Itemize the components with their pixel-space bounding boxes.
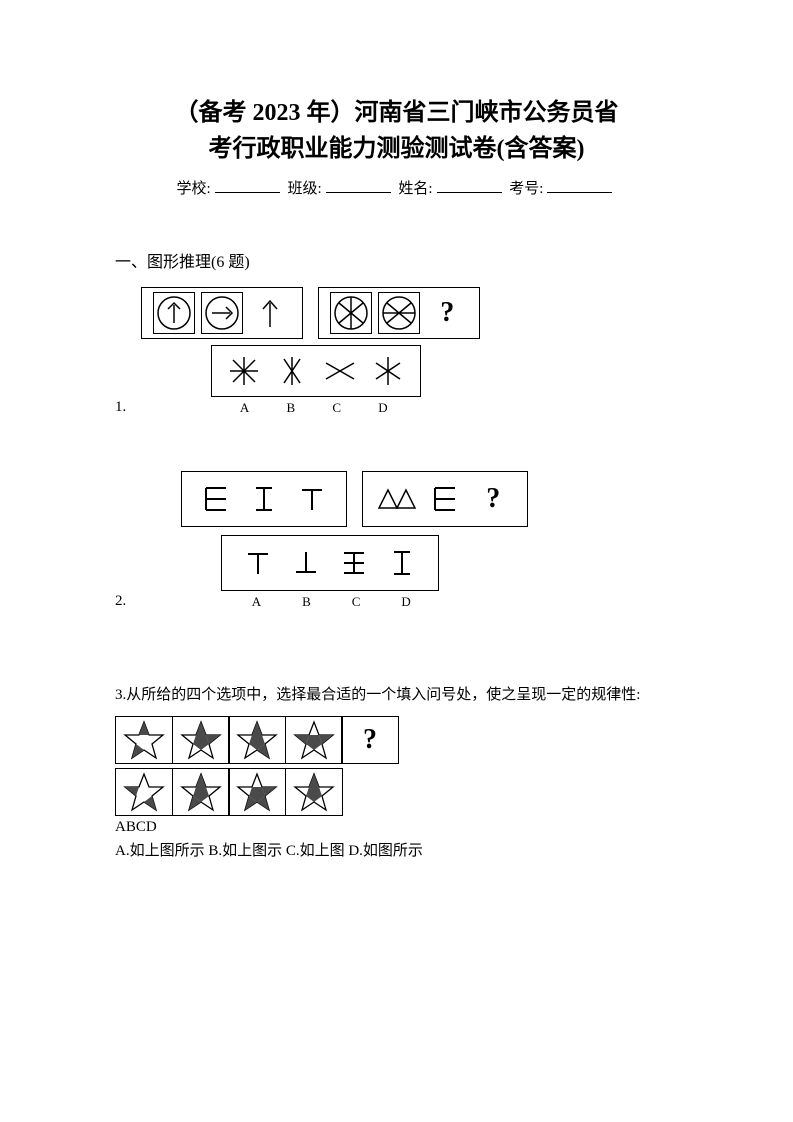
q1-fig-arrow-up-circle-icon [153, 292, 195, 334]
q3-star-2-icon [172, 716, 230, 764]
q2-opt-d-i-icon [381, 542, 423, 584]
q2-fig-e2-icon [424, 478, 466, 520]
q2-fig-i-icon [243, 478, 285, 520]
q1-fig-circle-x-icon [330, 292, 372, 334]
q3-opt-d-star-icon [285, 768, 343, 816]
q1-opt-a-asterisk-icon [223, 350, 265, 392]
opt-label-a: A [240, 400, 249, 416]
opt-label-b: B [286, 400, 295, 416]
q2-number: 2. [115, 593, 126, 610]
q3-text: 3.从所给的四个选项中，选择最合适的一个填入问号处，使之呈现一定的规律性: [115, 680, 678, 710]
label-school: 学校: [177, 181, 211, 197]
blank-exam-id[interactable] [547, 192, 612, 193]
q3-star-1-icon [115, 716, 173, 764]
q1-fig-arrow-up-icon [249, 292, 291, 334]
q1-opt-b-x-vert-icon [271, 350, 313, 392]
q2-fig-triangles-icon [376, 478, 418, 520]
label-exam-id: 考号: [509, 181, 543, 197]
q3-abcd-label: ABCD [115, 819, 678, 836]
label-name: 姓名: [398, 181, 432, 197]
question-3: 3.从所给的四个选项中，选择最合适的一个填入问号处，使之呈现一定的规律性: ? … [115, 680, 678, 860]
q1-fig-arrow-right-circle-icon [201, 292, 243, 334]
title-line-1: （备考 2023 年）河南省三门峡市公务员省 [115, 95, 678, 131]
q1-options-box [211, 345, 421, 397]
q2-fig-e-icon [195, 478, 237, 520]
opt-label-b: B [302, 594, 311, 610]
q1-opt-d-star6-icon [367, 350, 409, 392]
q2-question-mark-icon: ? [472, 478, 514, 520]
q1-question-box: ? [318, 287, 480, 339]
q3-star-4-icon [285, 716, 343, 764]
q2-opt-b-tup-icon [285, 542, 327, 584]
section-1-header: 一、图形推理(6 题) [115, 248, 678, 272]
opt-label-a: A [252, 594, 261, 610]
question-1: 1. [115, 287, 678, 416]
q2-given-box [181, 471, 347, 527]
q3-question-mark-icon: ? [341, 716, 399, 764]
page-title: （备考 2023 年）河南省三门峡市公务员省 考行政职业能力测验测试卷(含答案) [115, 95, 678, 167]
q3-number: 3. [115, 687, 126, 703]
q3-star-row-1: ? [115, 716, 678, 764]
q3-opt-a-star-icon [115, 768, 173, 816]
q1-opt-c-flat-x-icon [319, 350, 361, 392]
blank-name[interactable] [437, 192, 502, 193]
opt-label-c: C [352, 594, 361, 610]
q2-opt-c-wang-icon [333, 542, 375, 584]
title-line-2: 考行政职业能力测验测试卷(含答案) [115, 131, 678, 167]
q1-question-mark-icon: ? [426, 292, 468, 334]
opt-label-d: D [401, 594, 410, 610]
q2-question-box: ? [362, 471, 528, 527]
q2-opt-a-t-icon [237, 542, 279, 584]
q1-fig-circle-hline-x-icon [378, 292, 420, 334]
q3-star-3-icon [228, 716, 286, 764]
q3-opt-c-star-icon [228, 768, 286, 816]
opt-label-d: D [378, 400, 387, 416]
blank-school[interactable] [215, 192, 280, 193]
q3-opt-b-star-icon [172, 768, 230, 816]
label-class: 班级: [287, 181, 321, 197]
student-info-line: 学校: 班级: 姓名: 考号: [115, 177, 678, 198]
blank-class[interactable] [326, 192, 391, 193]
q1-number: 1. [115, 399, 126, 416]
q2-options-box [221, 535, 439, 591]
question-2: 2. [115, 471, 678, 610]
q1-given-box [141, 287, 303, 339]
q2-fig-t-icon [291, 478, 333, 520]
opt-label-c: C [332, 400, 341, 416]
q3-body: 从所给的四个选项中，选择最合适的一个填入问号处，使之呈现一定的规律性: [126, 687, 640, 703]
q3-star-row-2 [115, 768, 678, 816]
q3-options-text: A.如上图所示 B.如上图示 C.如上图 D.如图所示 [115, 839, 678, 860]
